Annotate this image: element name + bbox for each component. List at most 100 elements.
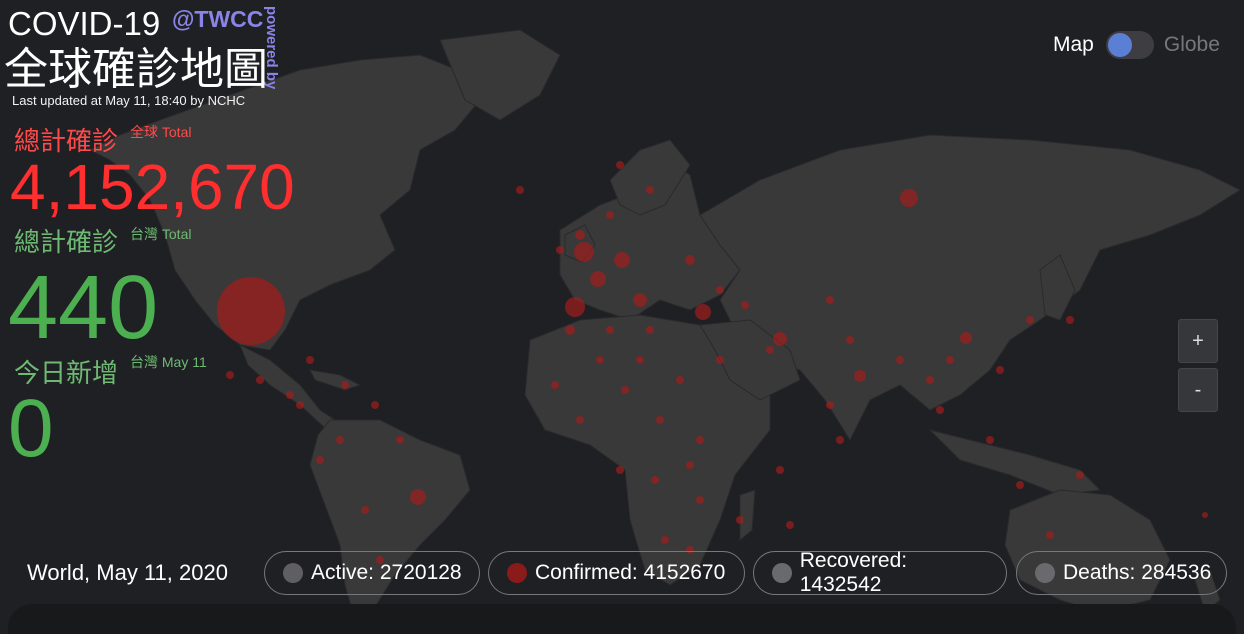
- today-new-scope: 台灣 May 11: [130, 354, 207, 370]
- case-marker[interactable]: [646, 186, 654, 194]
- case-marker[interactable]: [946, 356, 954, 364]
- taiwan-total-label: 總計確診: [14, 228, 119, 258]
- case-marker[interactable]: [361, 506, 369, 514]
- global-total-label: 總計確診: [14, 127, 119, 157]
- case-markers: [217, 161, 1208, 612]
- case-marker[interactable]: [1202, 512, 1208, 518]
- last-updated-text: Last updated at May 11, 18:40 by NCHC: [12, 93, 246, 108]
- case-marker[interactable]: [410, 489, 426, 505]
- deaths-filter-pill[interactable]: Deaths: 284536: [1016, 551, 1227, 595]
- case-marker[interactable]: [575, 230, 585, 240]
- world-map[interactable]: [0, 0, 1244, 620]
- case-marker[interactable]: [565, 297, 585, 317]
- deaths-count: Deaths: 284536: [1063, 561, 1212, 584]
- zoom-in-button[interactable]: +: [1178, 319, 1218, 363]
- case-marker[interactable]: [1016, 481, 1024, 489]
- switch-knob: [1107, 33, 1132, 57]
- recovered-filter-pill[interactable]: Recovered: 1432542: [753, 549, 1007, 596]
- case-marker[interactable]: [766, 346, 774, 354]
- zoom-out-button[interactable]: -: [1178, 368, 1218, 412]
- case-marker[interactable]: [986, 436, 994, 444]
- case-marker[interactable]: [836, 436, 844, 444]
- case-marker[interactable]: [661, 536, 669, 544]
- confirmed-filter-pill[interactable]: Confirmed: 4152670: [488, 551, 745, 595]
- land-masses: [88, 29, 1242, 620]
- case-marker[interactable]: [695, 304, 711, 320]
- case-marker[interactable]: [656, 416, 664, 424]
- view-toggle[interactable]: Map Globe: [1053, 30, 1220, 60]
- case-marker[interactable]: [676, 376, 684, 384]
- map-title-zh: 全球確診地圖: [4, 44, 268, 95]
- case-marker[interactable]: [1026, 316, 1034, 324]
- case-marker[interactable]: [217, 277, 285, 345]
- case-marker[interactable]: [576, 416, 584, 424]
- case-marker[interactable]: [651, 476, 659, 484]
- case-marker[interactable]: [636, 356, 644, 364]
- globe-view-label[interactable]: Globe: [1163, 33, 1220, 56]
- active-count: Active: 2720128: [311, 561, 462, 584]
- case-marker[interactable]: [565, 325, 575, 335]
- case-marker[interactable]: [551, 381, 559, 389]
- case-marker[interactable]: [556, 246, 564, 254]
- case-marker[interactable]: [926, 376, 934, 384]
- case-marker[interactable]: [1076, 471, 1084, 479]
- case-marker[interactable]: [574, 242, 594, 262]
- case-marker[interactable]: [741, 301, 749, 309]
- case-marker[interactable]: [376, 556, 384, 564]
- today-new-value: 0: [8, 383, 54, 474]
- case-marker[interactable]: [226, 371, 234, 379]
- case-marker[interactable]: [686, 461, 694, 469]
- view-switch[interactable]: [1105, 31, 1154, 59]
- case-marker[interactable]: [776, 466, 784, 474]
- case-marker[interactable]: [646, 326, 654, 334]
- case-marker[interactable]: [936, 406, 944, 414]
- case-marker[interactable]: [826, 296, 834, 304]
- case-marker[interactable]: [900, 189, 918, 207]
- case-marker[interactable]: [614, 252, 630, 268]
- taiwan-total-value: 440: [8, 258, 159, 358]
- case-marker[interactable]: [633, 293, 647, 307]
- global-total-scope: 全球 Total: [130, 124, 192, 140]
- case-marker[interactable]: [516, 186, 524, 194]
- active-filter-pill[interactable]: Active: 2720128: [264, 551, 480, 595]
- location-date-label: World, May 11, 2020: [27, 560, 228, 585]
- case-marker[interactable]: [736, 516, 744, 524]
- case-marker[interactable]: [1046, 531, 1054, 539]
- case-marker[interactable]: [590, 271, 606, 287]
- case-marker[interactable]: [616, 161, 624, 169]
- case-marker[interactable]: [716, 356, 724, 364]
- case-marker[interactable]: [396, 436, 404, 444]
- case-marker[interactable]: [256, 376, 264, 384]
- case-marker[interactable]: [286, 391, 294, 399]
- case-marker[interactable]: [606, 326, 614, 334]
- case-marker[interactable]: [336, 436, 344, 444]
- today-new-label: 今日新增: [14, 359, 119, 389]
- case-marker[interactable]: [846, 336, 854, 344]
- case-marker[interactable]: [826, 401, 834, 409]
- confirmed-count: Confirmed: 4152670: [535, 561, 726, 584]
- case-marker[interactable]: [606, 211, 614, 219]
- map-view-label[interactable]: Map: [1053, 33, 1094, 56]
- case-marker[interactable]: [621, 386, 629, 394]
- case-marker[interactable]: [854, 370, 866, 382]
- case-marker[interactable]: [371, 401, 379, 409]
- case-marker[interactable]: [306, 356, 314, 364]
- case-marker[interactable]: [773, 332, 787, 346]
- case-marker[interactable]: [1066, 316, 1074, 324]
- case-marker[interactable]: [960, 332, 972, 344]
- case-marker[interactable]: [696, 496, 704, 504]
- case-marker[interactable]: [996, 366, 1004, 374]
- org-link[interactable]: @TWCC: [172, 6, 264, 32]
- case-marker[interactable]: [786, 521, 794, 529]
- case-marker[interactable]: [316, 456, 324, 464]
- case-marker[interactable]: [596, 356, 604, 364]
- case-marker[interactable]: [716, 286, 724, 294]
- case-marker[interactable]: [616, 466, 624, 474]
- app-title: COVID-19: [8, 5, 161, 42]
- case-marker[interactable]: [685, 255, 695, 265]
- case-marker[interactable]: [896, 356, 904, 364]
- case-marker[interactable]: [696, 436, 704, 444]
- case-marker[interactable]: [296, 401, 304, 409]
- case-marker[interactable]: [686, 546, 694, 554]
- case-marker[interactable]: [341, 381, 349, 389]
